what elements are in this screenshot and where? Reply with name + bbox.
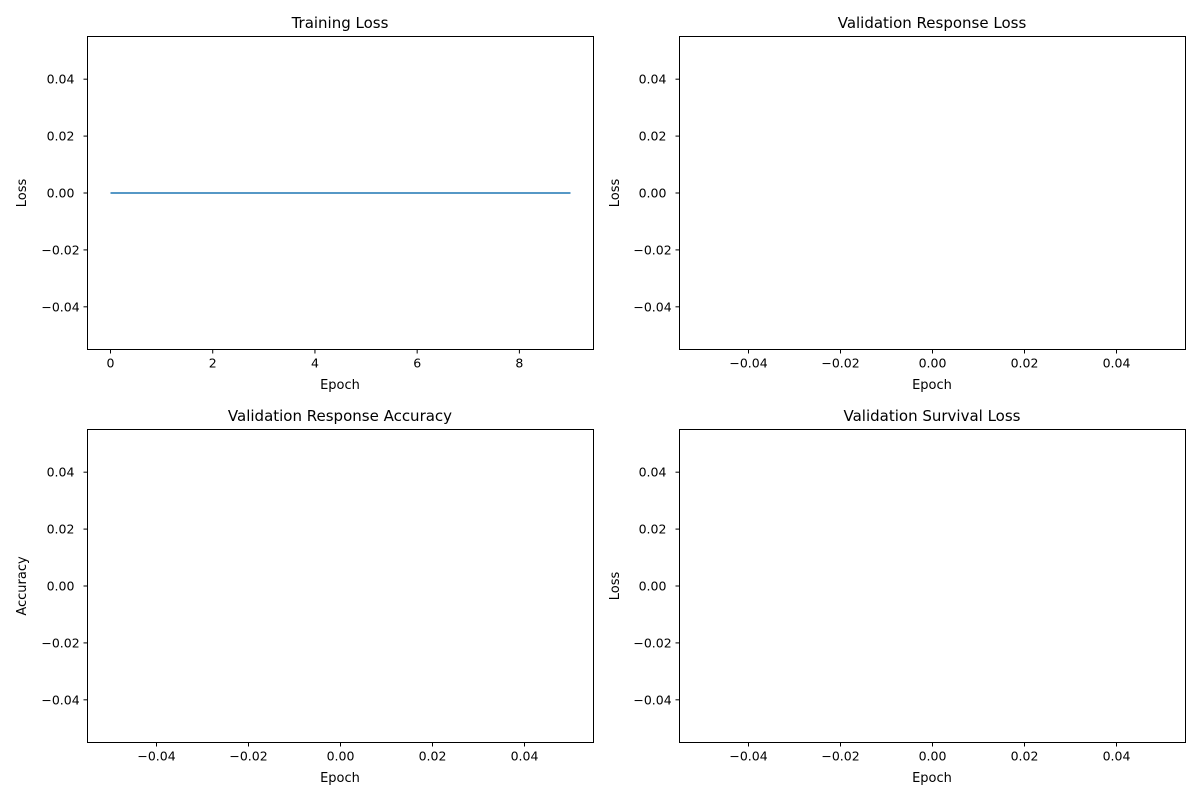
subplot-validation-survival-loss: Validation Survival Loss −0.04 −0.02 0.00 0…: [608, 407, 1186, 786]
x-tick-label: 0: [107, 356, 115, 371]
plot-area: [87, 429, 594, 743]
x-axis-label: Epoch: [912, 378, 952, 393]
subplot-training-loss: Training Loss 0 2 4 6 8 −0.04 −0.02 0.00 0.02 0.…: [15, 14, 594, 393]
x-tick-label: 0.00: [919, 749, 947, 764]
y-tick-label: 0.02: [47, 522, 75, 537]
y-tick-label: −0.02: [633, 242, 671, 257]
y-axis-label: Loss: [608, 572, 623, 601]
x-tick-label: −0.02: [821, 356, 859, 371]
y-tick-label: 0.00: [639, 186, 667, 201]
plot-area: [679, 429, 1186, 743]
x-axis-label: Epoch: [320, 378, 360, 393]
x-axis-label: Epoch: [320, 771, 360, 786]
x-tick-label: 0.00: [327, 749, 355, 764]
y-tick-label: −0.02: [633, 635, 671, 650]
y-axis-label: Loss: [15, 179, 30, 208]
y-tick-label: 0.04: [47, 72, 75, 87]
y-tick-label: −0.04: [633, 299, 671, 314]
x-tick-label: −0.02: [821, 749, 859, 764]
x-tick-label: 0.02: [1011, 356, 1039, 371]
x-tick-label: −0.02: [229, 749, 267, 764]
y-axis: −0.04 −0.02 0.00 0.02 0.04: [633, 72, 680, 314]
y-tick-label: 0.04: [639, 465, 667, 480]
y-tick-label: 0.00: [47, 186, 75, 201]
chart-title: Validation Response Accuracy: [228, 407, 452, 425]
y-tick-label: 0.02: [639, 522, 667, 537]
x-tick-label: 2: [209, 356, 217, 371]
y-axis: −0.04 −0.02 0.00 0.02 0.04: [41, 72, 88, 314]
x-tick-label: 8: [515, 356, 523, 371]
y-tick-label: 0.02: [639, 129, 667, 144]
y-axis: −0.04 −0.02 0.00 0.02 0.04: [41, 465, 88, 707]
y-tick-label: −0.04: [41, 299, 79, 314]
x-axis: −0.04 −0.02 0.00 0.02 0.04: [729, 349, 1131, 371]
y-tick-label: 0.00: [639, 579, 667, 594]
x-tick-label: −0.04: [729, 749, 767, 764]
y-tick-label: 0.02: [47, 129, 75, 144]
x-axis: 0 2 4 6 8: [107, 349, 523, 371]
chart-title: Training Loss: [291, 14, 389, 32]
x-tick-label: 0.00: [919, 356, 947, 371]
x-axis: −0.04 −0.02 0.00 0.02 0.04: [729, 742, 1131, 764]
x-axis-label: Epoch: [912, 771, 952, 786]
chart-title: Validation Survival Loss: [844, 407, 1021, 425]
y-tick-label: −0.04: [41, 692, 79, 707]
x-tick-label: 0.02: [419, 749, 447, 764]
plot-area: [679, 36, 1186, 350]
x-tick-label: −0.04: [137, 749, 175, 764]
x-tick-label: 4: [311, 356, 319, 371]
subplot-validation-response-accuracy: Validation Response Accuracy −0.04 −0.02 0…: [15, 407, 594, 786]
y-axis-label: Loss: [608, 179, 623, 208]
chart-title: Validation Response Loss: [838, 14, 1027, 32]
y-tick-label: −0.02: [41, 635, 79, 650]
x-tick-label: 0.04: [1103, 749, 1131, 764]
y-tick-label: 0.04: [639, 72, 667, 87]
x-tick-label: 6: [413, 356, 421, 371]
x-tick-label: −0.04: [729, 356, 767, 371]
x-tick-label: 0.02: [1011, 749, 1039, 764]
y-tick-label: 0.00: [47, 579, 75, 594]
x-axis: −0.04 −0.02 0.00 0.02 0.04: [137, 742, 539, 764]
y-axis-label: Accuracy: [15, 556, 30, 616]
y-tick-label: −0.02: [41, 242, 79, 257]
y-tick-label: −0.04: [633, 692, 671, 707]
x-tick-label: 0.04: [1103, 356, 1131, 371]
y-tick-label: 0.04: [47, 465, 75, 480]
x-tick-label: 0.04: [511, 749, 539, 764]
subplot-validation-response-loss: Validation Response Loss −0.04 −0.02 0.00 0…: [608, 14, 1186, 393]
y-axis: −0.04 −0.02 0.00 0.02 0.04: [633, 465, 680, 707]
